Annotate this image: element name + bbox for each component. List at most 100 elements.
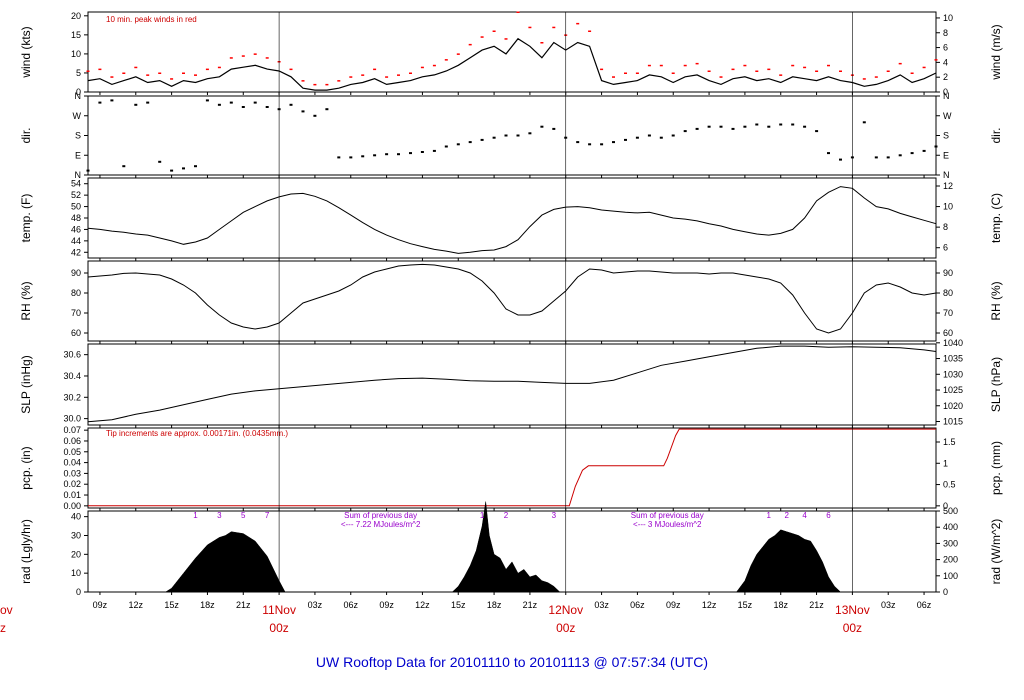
time-tick-label: 15z [164,600,179,610]
wind-peak-point [205,68,209,71]
wind-right-tick-label: 10 [943,13,953,23]
rad-ylabel-left: rad (Lgly/hr) [19,519,33,584]
rh-right-tick-label: 90 [943,268,953,278]
wind-peak-point [707,70,711,72]
left-edge-fragment-bottom: z [0,621,6,635]
dir-point [265,106,269,108]
time-tick-label: 09z [379,600,394,610]
wind-peak-point [683,64,687,67]
wind-right-tick-label: 4 [943,57,948,67]
wind-peak-point [397,74,400,76]
temp-left-tick-label: 50 [71,202,81,212]
slp-right-tick-label: 1040 [943,338,963,348]
rad-hour-marker: 1 [767,511,772,520]
pcp-frame [87,427,937,509]
wind-peak-point [803,66,807,69]
rh-left-tick-label: 80 [71,288,81,298]
temp-ylabel-left: temp. (F) [19,194,33,243]
wind-peak-point [898,62,902,65]
rad-area [164,531,286,593]
pcp-series-line [88,428,936,507]
time-tick-label: 12z [415,600,430,610]
wind-right-tick-label: 0 [943,87,948,97]
dir-point [229,101,233,104]
wind-peak-point [432,64,436,67]
wind-peak-point [217,66,221,69]
wind-peak-point [385,76,389,78]
rad-right-tick-label: 100 [943,571,958,581]
dir-point [492,136,496,139]
wind-peak-point [791,64,795,67]
rad-left-tick-label: 30 [71,530,81,540]
dir-point [158,160,162,163]
rad-hour-marker: 5 [241,511,246,520]
dir-point [647,134,651,137]
wind-left-tick-label: 10 [71,49,81,59]
time-tick-label: 15z [451,600,466,610]
pcp-left-tick-label: 0.00 [63,501,81,511]
wind-left-tick-label: 5 [76,68,81,78]
dir-point [827,152,830,155]
dir-point [671,134,675,137]
dir-point [253,101,257,104]
rh-left-tick-label: 90 [71,268,81,278]
dir-point [289,103,293,106]
dir-point [182,167,185,170]
wind-peak-point [122,72,126,74]
dir-point [707,125,711,128]
temp-right-tick-label: 8 [943,222,948,232]
dir-point [719,125,723,128]
time-tick-label: 09z [666,600,681,610]
wind-frame [87,11,937,93]
dir-point [862,121,866,124]
dir-point [217,103,221,106]
wind-series-line [87,37,937,91]
slp-ylabel-right: SLP (hPa) [989,357,1003,412]
temp-right-tick-label: 12 [943,181,953,191]
dir-point [624,138,627,141]
rad-hour-marker: 1 [193,511,198,520]
dir-point [110,99,114,102]
rh-right-tick-label: 70 [943,308,953,318]
wind-peak-point [647,64,651,67]
wind-peak-point [337,80,341,82]
time-tick-label: 03z [308,600,323,610]
rad-hour-marker: 4 [802,511,807,520]
time-tick-label: 03z [594,600,609,610]
temp-left-tick-label: 52 [71,190,81,200]
wind-peak-point [862,78,866,80]
wind-peak-point [480,36,484,38]
wind-peak-point [922,66,926,69]
temp-frame [87,177,937,259]
pcp-right-tick-label: 0 [943,501,948,511]
wind-peak-point [671,72,675,74]
pcp-left-tick-label: 0.05 [63,447,81,457]
wind-peak-point [492,30,496,32]
wind-peak-point [731,68,735,71]
dir-point [420,151,424,153]
temp-left-tick-label: 42 [71,247,81,257]
slp-right-tick-label: 1020 [943,401,963,411]
pcp-left-tick-label: 0.02 [63,479,81,489]
wind-peak-point [779,74,783,76]
dir-point [755,123,759,126]
wind-peak-point [134,66,138,69]
dir-frame [87,95,937,176]
wind-peak-point [516,11,520,13]
rad-left-tick-label: 0 [76,587,81,597]
dir-point [146,101,150,104]
wind-peak-point [325,83,329,86]
dir-point [803,125,807,128]
wind-peak-point [146,74,150,76]
dir-point [349,156,353,159]
dir-point [839,158,842,161]
dir-point [134,103,138,106]
rad-hour-marker: 3 [552,511,557,520]
day-label: 13Nov [835,603,870,617]
temp-series-line [87,186,937,254]
wind-peak-point [827,64,830,67]
rad-left-tick-label: 20 [71,549,81,559]
wind-peak-point [910,72,914,74]
dir-point [456,143,460,146]
time-tick-label: 18z [200,600,215,610]
